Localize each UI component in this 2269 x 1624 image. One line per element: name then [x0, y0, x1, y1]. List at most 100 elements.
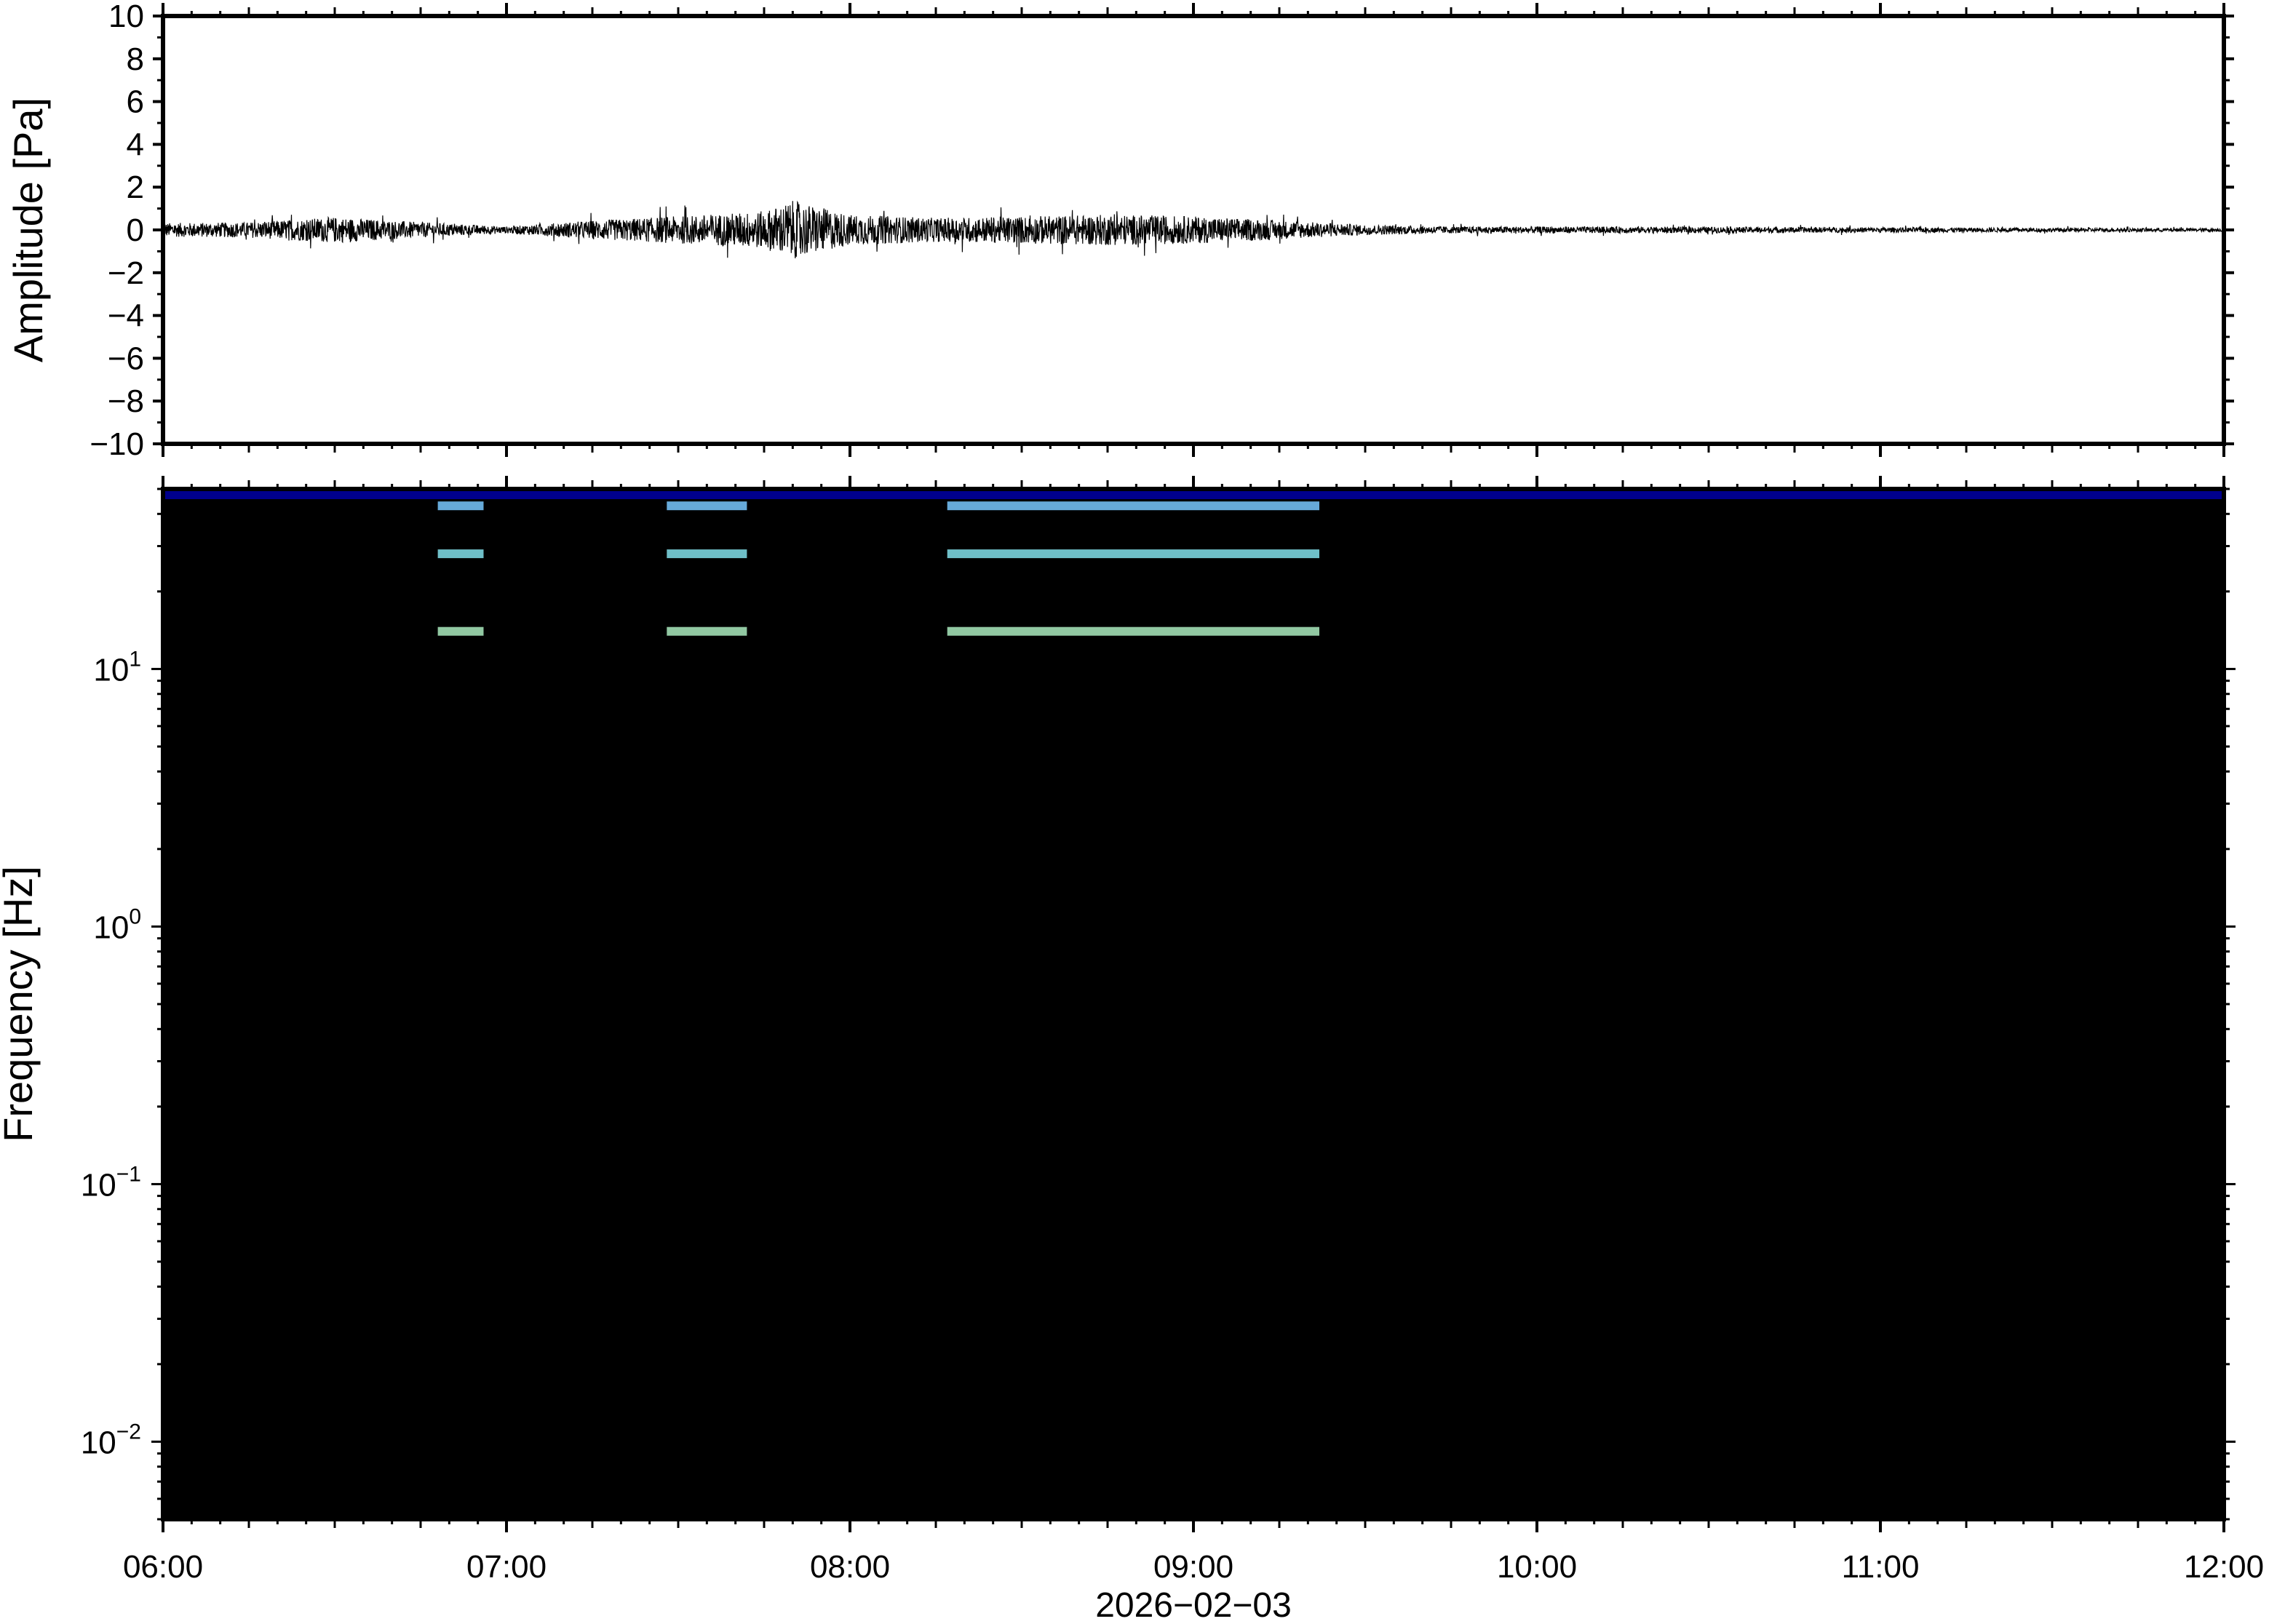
spectrogram-cell [421, 1472, 450, 1477]
spectrogram-cell [478, 1133, 507, 1138]
spectrogram-cell [650, 862, 679, 867]
spectrogram-cell [535, 1072, 564, 1078]
spectrogram-cell [363, 1219, 392, 1224]
spectrogram-cell [478, 597, 507, 602]
spectrogram-cell [220, 995, 250, 1000]
spectrogram-cell [621, 1468, 650, 1473]
spectrogram-cell [621, 781, 650, 786]
spectrogram-cell [535, 549, 564, 554]
spectrogram-cell [564, 600, 593, 605]
spectrogram-cell [449, 803, 478, 808]
spectrogram-cell [621, 1386, 650, 1391]
spectrogram-cell [621, 661, 650, 666]
spectrogram-cell [449, 979, 478, 984]
spectrogram-cell [249, 952, 278, 958]
spectrogram-cell [478, 1000, 507, 1005]
spectrogram-cell [650, 1214, 679, 1219]
spectrogram-cell [421, 1279, 450, 1284]
spectrogram-cell [650, 819, 679, 824]
spectrogram-cell [306, 1451, 335, 1456]
spectrogram-cell [506, 635, 536, 640]
spectrogram-cell [678, 1334, 707, 1340]
spectrogram-cell [306, 1377, 335, 1382]
spectrogram-cell [335, 1051, 364, 1056]
spectrogram-cell [592, 506, 621, 512]
spectrogram-cell [650, 1086, 679, 1091]
spectrogram-cell [650, 850, 679, 855]
spectrogram-cell [335, 1214, 364, 1219]
spectrogram-cell [163, 541, 192, 546]
spectrogram-cell [678, 523, 707, 528]
spectrogram-cell [678, 948, 707, 953]
spectrogram-cell [191, 1155, 220, 1160]
spectrogram-cell [621, 1043, 650, 1048]
spectrogram-cell [678, 1296, 707, 1301]
spectrogram-cell [564, 983, 593, 988]
spectrogram-cell [335, 609, 364, 614]
spectrogram-cell [421, 1502, 450, 1507]
spectrogram-cell [678, 1408, 707, 1413]
spectrogram-cell [449, 1262, 478, 1267]
spectrogram-cell [163, 854, 192, 859]
spectrogram-cell [592, 532, 621, 537]
spectrogram-cell [421, 905, 450, 910]
spectrogram-cell [535, 1361, 564, 1366]
spectrogram-cell [506, 991, 536, 996]
spectrogram-cell [478, 1339, 507, 1344]
spectrogram-cell [277, 1022, 306, 1027]
spectrogram-cell [478, 699, 507, 704]
spectrogram-cell [449, 1155, 478, 1160]
spectrogram-cell [220, 837, 250, 842]
spectrogram-cell [535, 609, 564, 614]
spectrogram-cell [621, 613, 650, 618]
spectrogram-cell [277, 837, 306, 842]
spectrogram-cell [564, 991, 593, 996]
spectrogram-cell [249, 1369, 278, 1374]
spectrogram-cell [564, 1309, 593, 1314]
spectrogram-cell [564, 570, 593, 576]
spectrogram-cell [163, 1120, 192, 1125]
spectrogram-cell [421, 944, 450, 949]
spectrogram-cell [220, 1416, 250, 1421]
spectrogram-cell [564, 1236, 593, 1241]
spectrogram-cell [363, 536, 392, 541]
spectrogram-cell [392, 1322, 421, 1327]
spectrogram-cell [449, 1158, 478, 1163]
spectrogram-cell [621, 1163, 650, 1168]
spectrogram-cell [707, 545, 736, 550]
spectrogram-cell [535, 858, 564, 863]
spectrogram-cell [306, 618, 335, 623]
spectrogram-cell [191, 566, 220, 571]
spectrogram-cell [592, 626, 621, 632]
spectrogram-cell [249, 1060, 278, 1065]
spectrogram-cell [449, 1112, 478, 1117]
spectrogram-cell [363, 1262, 392, 1267]
spectrogram-cell [191, 519, 220, 524]
spectrogram-cell [220, 1081, 250, 1086]
spectrogram-cell [421, 648, 450, 653]
spectrogram-cell [249, 613, 278, 618]
spectrogram-cell [220, 1485, 250, 1490]
spectrogram-cell [392, 674, 421, 679]
spectrogram-cell [678, 1072, 707, 1078]
spectrogram-cell [191, 1064, 220, 1070]
spectrogram-cell [592, 747, 621, 752]
spectrogram-cell [506, 828, 536, 833]
spectrogram-cell [449, 764, 478, 769]
spectrogram-cell [220, 699, 250, 704]
spectrogram-cell [678, 918, 707, 923]
spectrogram-cell [249, 798, 278, 803]
spectrogram-cell [220, 1361, 250, 1366]
spectrogram-cell [335, 678, 364, 683]
spectrogram-cell [592, 923, 621, 928]
spectrogram-cell [449, 1348, 478, 1353]
spectrogram-cell [277, 854, 306, 859]
spectrogram-cell [220, 931, 250, 936]
spectrogram-cell [392, 1339, 421, 1344]
spectrogram-cell [535, 1077, 564, 1082]
spectrogram-cell [392, 1399, 421, 1404]
spectrogram-cell [621, 1051, 650, 1056]
spectrogram-cell [678, 652, 707, 657]
spectrogram-cell [335, 1502, 364, 1507]
spectrogram-cell [650, 674, 679, 679]
